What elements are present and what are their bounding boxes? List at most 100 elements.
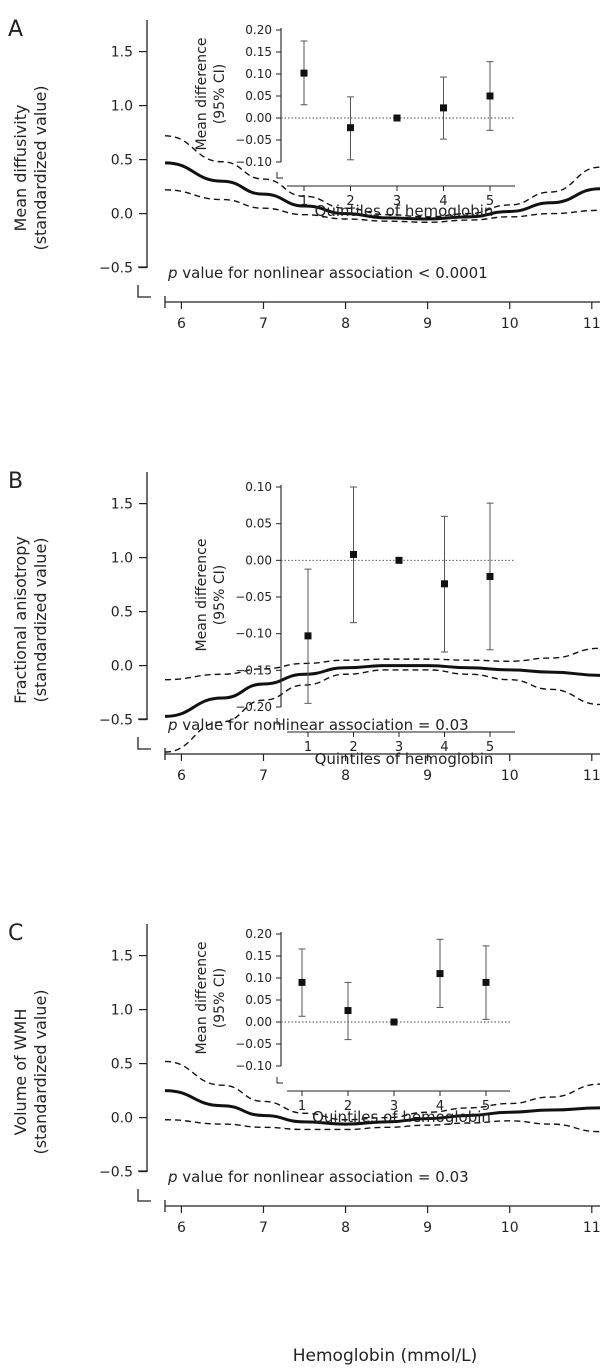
x-tick-label: 9 [423, 768, 432, 784]
inset-x-tick-label: 3 [395, 740, 403, 755]
p-value-text: value for nonlinear association < 0.0001 [178, 264, 488, 282]
inset-x-tick-label: 3 [393, 194, 401, 209]
inset-y-tick-label: −0.20 [235, 700, 272, 714]
inset-x-tick-label: 1 [304, 740, 312, 755]
inset-y-axis-label-line: Mean difference [194, 38, 210, 151]
x-tick-label: 10 [501, 316, 519, 332]
estimate-curve [164, 664, 601, 718]
x-tick-label: 7 [259, 768, 268, 784]
y-tick-label: 1.5 [111, 45, 133, 61]
inset-y-tick-label: 0.00 [245, 553, 272, 567]
inset-point [304, 632, 312, 640]
p-value-symbol: p [167, 264, 178, 282]
p-value-symbol: p [167, 716, 178, 734]
y-axis-label-line: Fractional anisotropy [11, 536, 30, 704]
inset-x-tick-label: 2 [344, 1099, 352, 1114]
confidence-bound-curve [164, 135, 601, 218]
p-value-annotation: p value for nonlinear association = 0.03 [167, 1168, 469, 1186]
inset-x-tick-label: 2 [349, 740, 357, 755]
inset-y-tick-label: −0.05 [235, 590, 272, 604]
x-axis-label: Hemoglobin (mmol/L) [293, 1346, 478, 1366]
x-tick-label: 10 [501, 768, 519, 784]
inset-x-tick-label: 4 [440, 740, 448, 755]
inset-y-tick-label: 0.10 [245, 971, 272, 985]
inset-x-tick-label: 4 [439, 194, 447, 209]
confidence-bound-curve [164, 1119, 601, 1133]
confidence-bound-curve [164, 1060, 601, 1121]
y-axis-label-line: (standardized value) [31, 537, 50, 702]
y-tick-label: 1.0 [111, 99, 133, 115]
x-tick-label: 9 [423, 1220, 432, 1236]
inset-y-axis-label-line: (95% CI) [212, 968, 228, 1028]
y-axis-label: Mean diffusivity(standardized value) [11, 85, 50, 250]
panel-B: B −0.5 0.0 0.5 1.0 1.5 Fractional anisotropy(s… [8, 469, 601, 784]
inset-plot: −0.10 −0.05 0.00 0.05 0.10 0.15 0.20 1 2 3 4 5Quint… [194, 23, 515, 220]
inset-y-axis-label: Mean difference (95% CI) [194, 942, 228, 1055]
inset-y-axis-label-line: Mean difference [194, 539, 210, 652]
inset-x-tick-label: 1 [298, 1099, 306, 1114]
y-tick-label: 1.0 [111, 551, 133, 567]
inset-y-axis-label-line: (95% CI) [212, 64, 228, 124]
confidence-bound-curve [164, 647, 601, 681]
y-tick-label: 0.5 [111, 153, 133, 169]
inset-y-tick-label: 0.05 [245, 517, 272, 531]
inset-point [441, 580, 448, 588]
x-tick-label: 8 [341, 768, 350, 784]
x-tick-label: 8 [341, 1220, 350, 1236]
inset-y-tick-label: −0.05 [235, 1037, 272, 1051]
inset-y-tick-label: −0.15 [235, 663, 272, 677]
y-tick-label: 0.0 [111, 659, 133, 675]
inset-y-tick-label: 0.00 [245, 111, 272, 125]
x-tick-label: 6 [177, 768, 186, 784]
inset-y-tick-label: 0.20 [245, 23, 272, 37]
y-tick-label: 1.5 [111, 949, 133, 965]
x-tick-label: 10 [501, 1220, 519, 1236]
axis-break [137, 1189, 151, 1202]
inset-plot: −0.10 −0.05 0.00 0.05 0.10 0.15 0.20 1 2 3 4 5Quint… [194, 927, 510, 1126]
inset-point [486, 572, 494, 580]
y-axis-label-line: Volume of WMH [11, 1009, 30, 1136]
y-tick-label: 1.5 [111, 497, 133, 513]
inset-point [347, 124, 354, 132]
p-value-symbol: p [167, 1168, 178, 1186]
inset-x-tick-label: 5 [486, 740, 494, 755]
y-tick-label: 0.5 [111, 1057, 133, 1073]
inset-y-axis-label: Mean difference (95% CI) [194, 38, 228, 151]
inset-x-axis-label: Quintiles of hemoglobin [315, 202, 494, 220]
axis-break [137, 285, 151, 298]
inset-axis-break [276, 172, 283, 179]
y-tick-label: −0.5 [99, 261, 133, 277]
estimate-curve [164, 1089, 601, 1126]
inset-point [436, 970, 444, 978]
y-axis-label: Volume of WMH(standardized value) [11, 989, 50, 1154]
y-axis-label-line: Mean diffusivity [11, 105, 30, 232]
x-tick-label: 8 [341, 316, 350, 332]
inset-x-tick-label: 2 [346, 194, 354, 209]
inset-point [390, 1018, 398, 1026]
inset-x-tick-label: 5 [486, 194, 494, 209]
y-tick-label: 0.5 [111, 605, 133, 621]
panel-label: A [8, 17, 23, 42]
y-axis-label-line: (standardized value) [31, 989, 50, 1154]
inset-x-tick-label: 3 [390, 1099, 398, 1114]
inset-point [482, 978, 490, 986]
inset-x-axis-label: Quintiles of hemoglobin [312, 1108, 491, 1126]
x-tick-label: 7 [259, 1220, 268, 1236]
inset-x-tick-label: 1 [300, 194, 308, 209]
inset-y-tick-label: 0.05 [245, 89, 272, 103]
panel-C: C −0.5 0.0 0.5 1.0 1.5 Volume of WMH(standardi… [8, 921, 601, 1236]
inset-point [486, 92, 494, 100]
y-tick-label: −0.5 [99, 1165, 133, 1181]
y-tick-label: 1.0 [111, 1003, 133, 1019]
inset-point [350, 550, 357, 558]
inset-plot: −0.20 −0.15 −0.10 −0.05 0.00 0.05 0.10 1 2 3 4 5Qui… [194, 480, 515, 768]
axis-break [137, 737, 151, 750]
y-tick-label: −0.5 [99, 713, 133, 729]
inset-y-tick-label: 0.00 [245, 1015, 272, 1029]
p-value-annotation: p value for nonlinear association < 0.00… [167, 264, 488, 282]
inset-y-tick-label: 0.15 [245, 949, 272, 963]
inset-y-tick-label: −0.10 [235, 627, 272, 641]
inset-point [298, 978, 306, 986]
inset-y-tick-label: 0.10 [245, 480, 272, 494]
